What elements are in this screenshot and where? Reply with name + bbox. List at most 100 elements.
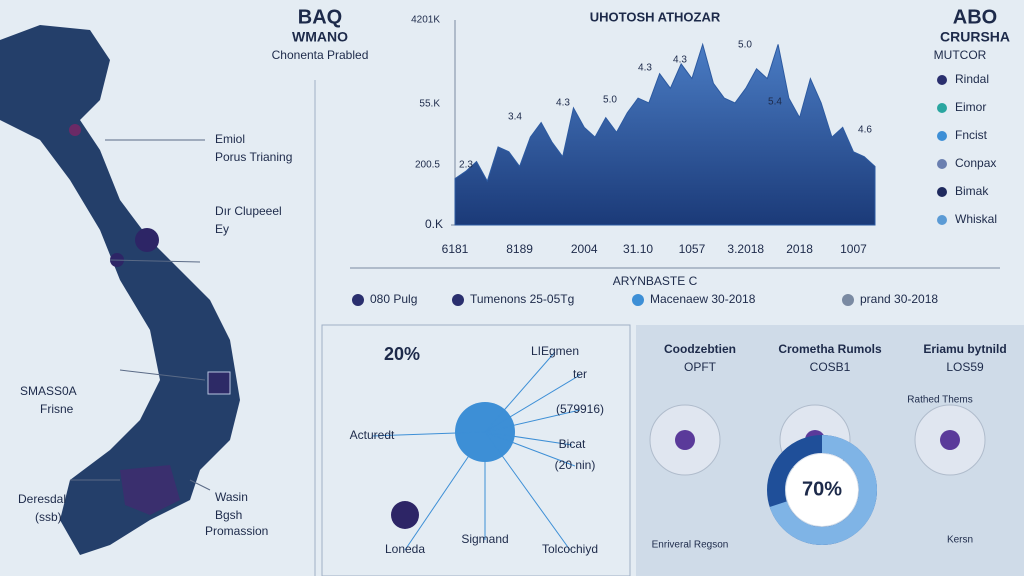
x-tick-label: 2018 (786, 242, 813, 256)
chart-title: UHOTOSH ATHOZAR (590, 9, 721, 24)
legend-label: Eimor (955, 100, 986, 114)
donut-arc (769, 435, 877, 545)
map-label: Bgsh (215, 508, 242, 522)
x-tick-label: 1057 (679, 242, 706, 256)
panel-header: Crometha Rumols (778, 342, 882, 356)
annotation: 4201K (411, 15, 440, 26)
legend-label: Rindal (955, 72, 989, 86)
hub-label: Tolcochiyd (542, 542, 598, 556)
spoke (404, 431, 486, 551)
map-label: Dır Clupeeel (215, 204, 282, 218)
hub-label: Acturedt (350, 428, 395, 442)
legend-label: prand 30-2018 (860, 292, 938, 306)
map-region (120, 465, 180, 515)
map-marker (69, 124, 81, 136)
panel-header: Coodzebtien (664, 342, 736, 356)
y-tick-label: 0.K (425, 217, 443, 231)
blob-dot (940, 430, 960, 450)
legend-label: Tumenons 25-05Tg (470, 292, 574, 306)
legend-dot (937, 187, 947, 197)
header-subtitle: WMANO (292, 29, 348, 45)
annotation: 3.4 (508, 112, 522, 123)
blob-dot (675, 430, 695, 450)
area (454, 42, 876, 226)
donut-label: 70% (802, 478, 842, 500)
map-marker (135, 228, 159, 252)
legend-dot (937, 103, 947, 113)
spoke (484, 374, 581, 433)
panel-note: Rathed Thems (907, 395, 972, 406)
x-tick-label: 31.10 (623, 242, 653, 256)
map-label: Promassion (205, 524, 268, 538)
legend-title: ABO (953, 6, 997, 28)
legend-dot (937, 215, 947, 225)
spoke (484, 409, 581, 433)
legend-dot (842, 294, 854, 306)
annotation: 4.3 (638, 63, 652, 74)
panel-code: COSB1 (810, 360, 851, 374)
legend-dot (352, 294, 364, 306)
spoke (484, 431, 571, 551)
header-title: BAQ (298, 6, 342, 28)
annotation: 2.3 (459, 160, 473, 171)
hub-label: (20 nin) (555, 458, 596, 472)
map-label: Ey (215, 222, 229, 236)
legend-dot (632, 294, 644, 306)
annotation: 4.3 (556, 98, 570, 109)
x-tick-label: 3.2018 (727, 242, 764, 256)
x-tick-label: 8189 (506, 242, 533, 256)
annotation: 4.3 (673, 55, 687, 66)
map-label: Frisne (40, 402, 74, 416)
x-tick-label: 6181 (442, 242, 469, 256)
legend-label: Macenaew 30-2018 (650, 292, 756, 306)
legend-dot (452, 294, 464, 306)
annotation: 55.K (419, 99, 440, 110)
hub-percent: 20% (384, 344, 420, 364)
hub-label: (579916) (556, 402, 604, 416)
map-shape (0, 25, 240, 555)
panel-note: Enriveral Regson (652, 540, 729, 551)
hub-label: Bicat (559, 437, 586, 451)
map-label: SMASS0A (20, 384, 77, 398)
legend-label: Conpax (955, 156, 996, 170)
hub-label: ter (573, 367, 587, 381)
connector (189, 479, 211, 491)
map-label: Emiol (215, 132, 245, 146)
header-caption: Chonenta Prabled (272, 48, 369, 62)
legend-dot (937, 75, 947, 85)
legend-caption: MUTCOR (934, 48, 987, 62)
hub-label: LIEgmen (531, 344, 579, 358)
hub-label: Loneda (385, 542, 425, 556)
panel-header: Eriamu bytnild (923, 342, 1006, 356)
map-label: (ssb) (35, 510, 62, 524)
spoke (484, 431, 573, 446)
legend-dot (937, 159, 947, 169)
annotation: 4.6 (858, 125, 872, 136)
annotation: 5.0 (738, 40, 752, 51)
donut-hole (786, 454, 858, 526)
spoke (484, 351, 556, 433)
map-label: Wasin (215, 490, 248, 504)
map-label: Porus Trianing (215, 150, 292, 164)
map-label: Deresdal (18, 492, 66, 506)
hub-icon (391, 501, 419, 529)
spoke (371, 431, 486, 437)
panel-code: LOS59 (946, 360, 984, 374)
panel (321, 324, 631, 576)
annotation: 5.0 (603, 95, 617, 106)
legend-label: Fncist (955, 128, 988, 142)
panel-note: Kersn (947, 535, 973, 546)
legend-label: Bimak (955, 184, 989, 198)
spoke (484, 431, 576, 467)
hub-label: Sigmand (461, 532, 508, 546)
legend-dot (937, 131, 947, 141)
x-tick-label: 1007 (840, 242, 867, 256)
legend-subtitle: CRURSHA (940, 29, 1010, 45)
connector (119, 369, 206, 381)
panel-code: OPFT (684, 360, 717, 374)
connector (109, 259, 201, 263)
legend-label: 080 Pulg (370, 292, 417, 306)
x-title: ARYNBASTE C (613, 274, 698, 288)
